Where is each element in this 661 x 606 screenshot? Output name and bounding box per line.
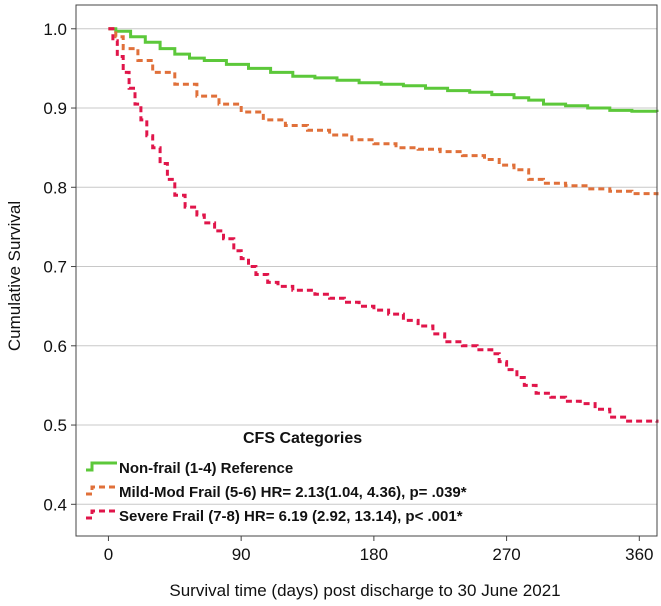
legend-swatch-1 xyxy=(86,461,117,472)
x-axis-title: Survival time (days) post discharge to 3… xyxy=(169,581,560,600)
x-tick-label: 0 xyxy=(104,545,113,564)
x-tick-label: 180 xyxy=(360,545,388,564)
x-tick-label: 270 xyxy=(492,545,520,564)
legend-label-1: Non-frail (1-4) Reference xyxy=(119,460,293,477)
x-tick-label: 360 xyxy=(625,545,653,564)
plot-frame xyxy=(75,4,658,537)
legend-label-2: Mild-Mod Frail (5-6) HR= 2.13(1.04, 4.36… xyxy=(119,484,467,501)
legend-swatch-2 xyxy=(86,485,117,496)
y-tick-label: 0.4 xyxy=(43,495,67,514)
x-tick-label: 90 xyxy=(232,545,251,564)
y-tick-label: 0.8 xyxy=(43,178,67,197)
y-tick-label: 0.5 xyxy=(43,416,67,435)
legend-label-3: Severe Frail (7-8) HR= 6.19 (2.92, 13.14… xyxy=(119,508,463,525)
y-axis-ticks: 0.4 0.5 0.6 0.7 0.8 0.9 1.0 xyxy=(43,20,76,514)
y-axis-title: Cumulative Survival xyxy=(5,201,24,351)
legend-swatch-3 xyxy=(86,509,117,520)
y-tick-label: 1.0 xyxy=(43,20,67,39)
survival-curve-3 xyxy=(108,27,659,423)
y-tick-label: 0.7 xyxy=(43,258,67,277)
survival-curve-2 xyxy=(108,27,659,196)
gridlines xyxy=(76,28,657,505)
y-tick-label: 0.9 xyxy=(43,99,67,118)
y-tick-label: 0.6 xyxy=(43,337,67,356)
survival-curve-1 xyxy=(108,27,659,113)
legend: CFS Categories Non-frail (1-4) Reference… xyxy=(86,430,467,525)
x-axis-ticks: 0 90 180 270 360 xyxy=(104,536,653,564)
survival-curves xyxy=(108,27,659,423)
legend-title: CFS Categories xyxy=(243,430,362,447)
